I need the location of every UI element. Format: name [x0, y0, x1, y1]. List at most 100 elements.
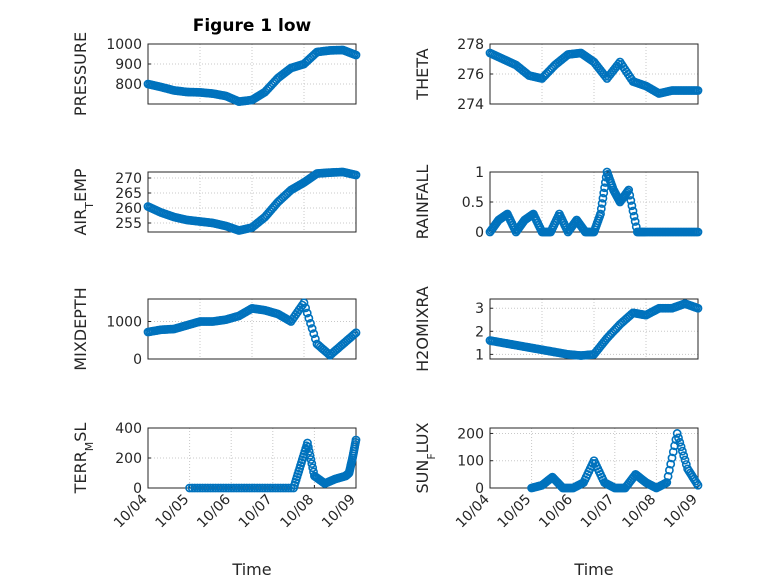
data-point: [598, 193, 608, 203]
data-point: [662, 478, 672, 487]
data-point: [693, 86, 703, 95]
axes-frame: [489, 427, 699, 489]
y-tick-label: 255: [115, 216, 142, 232]
subplot-6: 1 2 3 H2OMIXRA: [413, 286, 703, 372]
data-point: [308, 463, 318, 473]
data-point: [299, 298, 309, 308]
data-point: [306, 455, 316, 464]
data-point: [302, 308, 312, 318]
data-point: [307, 459, 317, 469]
x-tick-label: 10/09: [661, 492, 701, 532]
subplot-4: 0 0.5 1 RAINFALL: [413, 165, 703, 241]
data-point: [349, 329, 359, 339]
y-tick-label: 0: [133, 481, 142, 497]
x-tick-label: 10/09: [319, 492, 359, 532]
data-point: [672, 429, 682, 438]
y-tick-label: 1: [475, 165, 484, 181]
y-tick-label: 1000: [106, 315, 142, 331]
data-point: [626, 196, 636, 205]
x-axis-label-right: Time: [573, 560, 613, 579]
y-tick-label: 200: [115, 451, 142, 467]
data-point: [693, 480, 703, 490]
subplot-5: 0 1000 MIXDEPTH: [71, 287, 361, 371]
y-tick-label: 0: [133, 352, 142, 368]
data-point: [663, 472, 673, 481]
x-tick-label: 10/06: [194, 491, 234, 531]
data-point: [693, 303, 703, 313]
data-point: [678, 446, 687, 456]
data-point: [675, 437, 685, 447]
y-tick-label: 278: [457, 37, 484, 53]
y-tick-label: 400: [115, 421, 142, 437]
data-point: [625, 190, 635, 200]
y-tick-label: 2: [475, 324, 484, 340]
y-tick-label: 200: [457, 426, 484, 442]
data-point: [630, 217, 640, 226]
y-tick-label: 270: [115, 171, 142, 187]
y-tick-label: 800: [115, 77, 142, 93]
data-point: [303, 442, 313, 452]
subplot-1: 800 900 1000 PRESSURE: [71, 32, 361, 116]
data-point: [309, 329, 319, 339]
x-tick-label: 10/08: [277, 492, 317, 532]
data-point: [676, 442, 686, 452]
subplot-8: 0 100 200 10/04 10/05 10/06 10/07 10/08 10/09 SUN…: [413, 422, 703, 532]
x-tick-label: 10/08: [619, 492, 659, 532]
figure-title: Figure 1 low: [193, 16, 312, 36]
y-axis-label: TERRMSL: [71, 423, 96, 495]
subplot-7: 0 200 400 10/04 10/05 10/06 10/07 10/08 10/09 TER…: [71, 421, 361, 532]
data-point: [303, 438, 312, 448]
y-tick-label: 3: [475, 301, 484, 317]
x-tick-label: 10/07: [236, 492, 276, 532]
data-point: [596, 204, 606, 214]
axes-frame: [489, 298, 699, 360]
data-point: [351, 50, 361, 60]
data-point: [666, 459, 676, 469]
x-tick-label: 10/06: [536, 491, 576, 531]
data-point: [301, 303, 311, 313]
x-tick-label: 10/04: [111, 491, 151, 531]
data-point: [597, 199, 607, 208]
data-point: [693, 227, 703, 237]
data-point: [351, 328, 361, 338]
data-point: [680, 455, 690, 465]
data-point: [628, 206, 638, 216]
y-tick-label: 260: [115, 201, 142, 217]
data-point: [674, 433, 683, 443]
y-axis-label: MIXDEPTH: [71, 287, 90, 370]
y-axis-label: SUNFLUX: [413, 422, 438, 493]
x-axis-label-left: Time: [231, 560, 271, 579]
data-point: [351, 170, 361, 180]
data-point: [665, 465, 674, 475]
y-tick-label: 1000: [106, 37, 142, 53]
y-tick-label: 900: [115, 57, 142, 73]
y-tick-label: 0: [475, 225, 484, 241]
data-point: [679, 451, 689, 461]
y-tick-label: 1: [475, 347, 484, 363]
subplot-2: 274 276 278 THETA: [413, 37, 703, 113]
y-tick-label: 0: [475, 481, 484, 497]
data-point: [667, 453, 677, 463]
data-point: [599, 188, 609, 198]
y-tick-label: 265: [115, 186, 142, 202]
data-point: [600, 72, 610, 81]
y-axis-label: RAINFALL: [413, 165, 432, 240]
x-tick-label: 10/05: [495, 492, 535, 532]
data-point: [306, 318, 315, 328]
x-tick-label: 10/07: [578, 492, 618, 532]
data-point: [624, 185, 634, 195]
y-tick-label: 274: [457, 97, 484, 113]
axes-frame: [147, 171, 357, 233]
data-point: [304, 446, 314, 456]
data-point: [305, 450, 315, 460]
data-point: [627, 201, 637, 211]
data-point: [304, 313, 314, 323]
data-point: [596, 209, 605, 219]
x-tick-label: 10/05: [153, 492, 193, 532]
y-axis-label: AIRTEMP: [71, 168, 96, 235]
x-tick-label: 10/04: [453, 491, 493, 531]
y-axis-label: H2OMIXRA: [413, 286, 432, 372]
y-axis-label: PRESSURE: [71, 32, 90, 116]
